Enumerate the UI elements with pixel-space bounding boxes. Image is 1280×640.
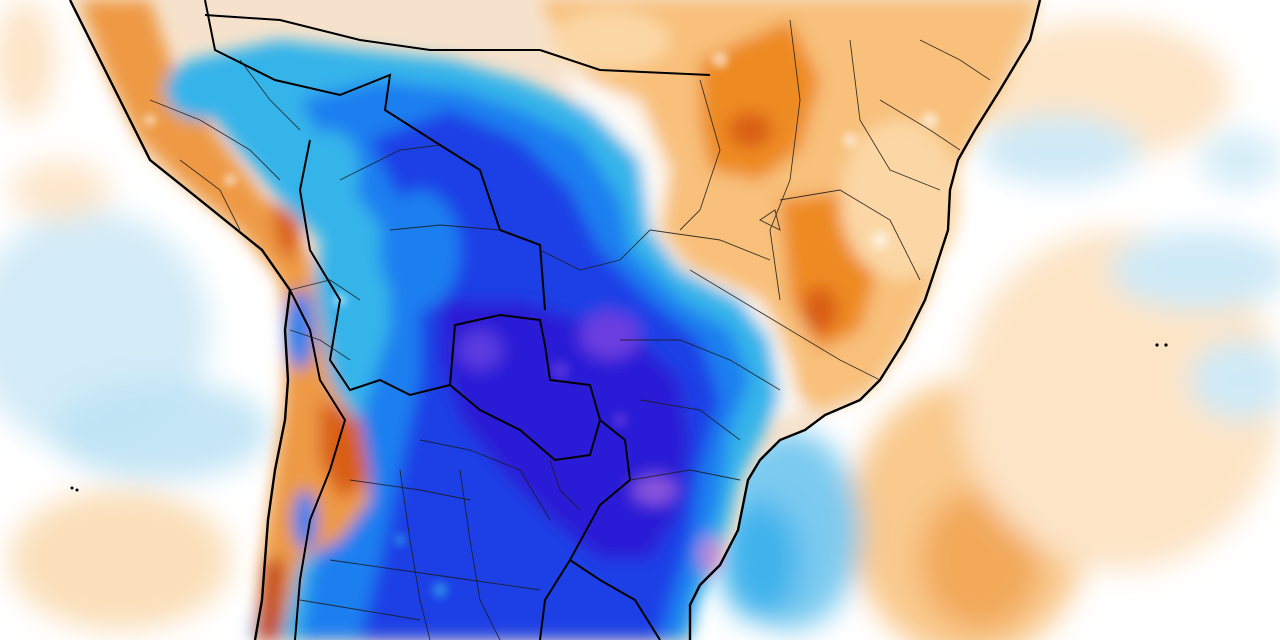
- state-border: [679, 79, 721, 231]
- state-border: [179, 159, 241, 231]
- state-border: [419, 439, 551, 521]
- state-border: [849, 39, 941, 191]
- border-chile-argentina: [289, 289, 347, 640]
- state-border: [629, 469, 741, 481]
- state-border: [759, 209, 781, 231]
- state-border: [689, 269, 881, 381]
- state-border: [769, 19, 801, 301]
- warm-anomaly-hotspot: [802, 286, 838, 334]
- andes-cold-pocket: [293, 490, 317, 550]
- state-border: [389, 224, 501, 231]
- warm-anomaly-light: [840, 120, 960, 280]
- andes-cold-pocket: [165, 60, 235, 120]
- atlantic-cool-patch: [980, 115, 1140, 185]
- state-border: [349, 479, 471, 501]
- state-border: [289, 329, 351, 361]
- cold-bright-patch: [300, 130, 360, 210]
- state-border: [620, 339, 781, 391]
- state-border: [539, 229, 651, 271]
- cold-extreme-spot: [458, 330, 502, 370]
- atlantic-warm-patch: [960, 230, 1280, 570]
- andes-hot-core: [270, 200, 300, 260]
- coastline: [68, 0, 292, 640]
- border-peru-brazil: [204, 0, 546, 311]
- state-border: [299, 599, 421, 621]
- state-border: [459, 469, 501, 640]
- texture-dot: [612, 412, 628, 428]
- state-border: [649, 229, 771, 261]
- country-borders: [204, 0, 711, 640]
- border-uruguay: [569, 559, 661, 640]
- texture-dot: [224, 174, 236, 186]
- state-border: [149, 99, 281, 181]
- state-border: [639, 399, 741, 441]
- state-border: [399, 469, 431, 640]
- state-border: [919, 39, 991, 81]
- state-border: [289, 279, 361, 301]
- state-border: [339, 144, 441, 181]
- texture-dot: [871, 231, 889, 249]
- andes-cold-pocket: [286, 290, 314, 370]
- land-anomaly-layer: [80, 0, 1040, 640]
- cold-extreme-spot: [580, 311, 640, 359]
- cold-anomaly-core: [440, 300, 690, 560]
- warm-anomaly-hotspot: [728, 112, 772, 148]
- border-argentina-brazil: [539, 419, 632, 640]
- island-dot: [1164, 343, 1168, 347]
- andes-hot-core: [320, 400, 370, 500]
- border-colombia-venezuela: [204, 14, 540, 51]
- atlantic-cool-patch: [1200, 130, 1280, 190]
- pacific-warm-patch: [10, 490, 230, 630]
- south-atlantic-cold-patch: [720, 500, 800, 620]
- state-border: [779, 189, 921, 281]
- state-border: [879, 99, 961, 151]
- cold-extreme-spot: [633, 476, 677, 504]
- state-border: [239, 59, 301, 131]
- warm-anomaly-light: [550, 10, 670, 70]
- border-bolivia: [298, 139, 451, 397]
- texture-dot: [394, 534, 406, 546]
- island-markers: [70, 343, 1168, 492]
- island-dot: [75, 488, 79, 492]
- andes-hot-core: [258, 560, 285, 640]
- state-border: [329, 559, 541, 591]
- warm-anomaly-core: [700, 20, 820, 180]
- texture-dot: [843, 133, 857, 147]
- north-pacific-warm-patch: [0, 0, 55, 120]
- cold-bright-patch: [380, 190, 460, 310]
- cold-extreme-spot: [698, 535, 722, 575]
- andes-warm-anomaly: [80, 0, 370, 640]
- atlantic-warm-patch: [920, 490, 1040, 630]
- texture-dot: [712, 52, 728, 68]
- texture-dot: [922, 112, 938, 128]
- texture-dot: [144, 114, 156, 126]
- coastline: [688, 0, 1042, 640]
- island-dot: [1155, 343, 1159, 347]
- state-borders: [149, 19, 991, 640]
- border-guiana-brazil: [539, 49, 711, 76]
- state-border: [549, 459, 581, 511]
- atlantic-cool-patch: [1110, 230, 1280, 310]
- atlantic-cool-patch: [1190, 340, 1280, 420]
- texture-overlay: [144, 52, 938, 598]
- texture-dot: [550, 360, 570, 380]
- island-dot: [70, 486, 74, 490]
- pacific-cool-patch: [50, 380, 270, 480]
- pacific-warm-patch: [10, 160, 110, 220]
- texture-dot: [432, 582, 448, 598]
